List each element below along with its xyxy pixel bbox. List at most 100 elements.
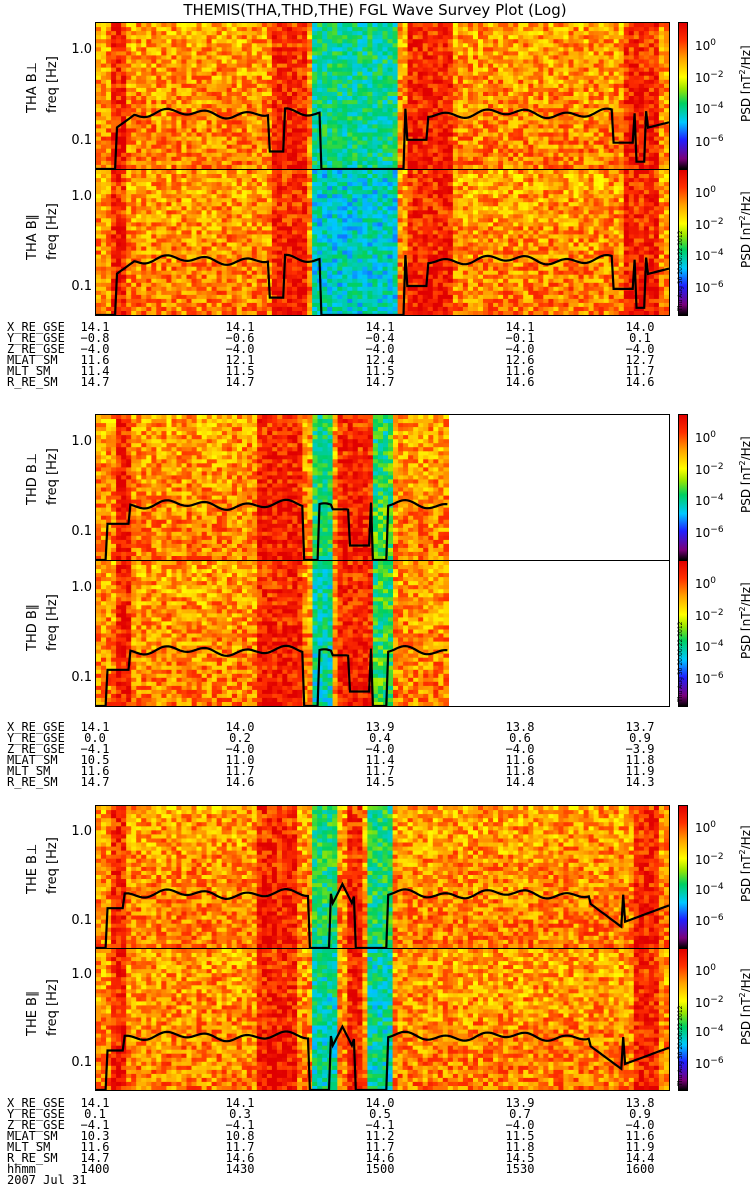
eph-value-thd-3-4: 11.8 <box>605 754 675 766</box>
colorbar-label-tha-perp: PSD [nT2/Hz] <box>738 45 750 122</box>
eph-value-the-3-1: 10.8 <box>205 1130 275 1142</box>
eph-value-tha-2-2: −4.0 <box>345 343 415 355</box>
eph-value-tha-3-3: 12.6 <box>485 354 555 366</box>
eph-value-the-4-3: 11.8 <box>485 1141 555 1153</box>
spectrogram-the-perp <box>95 805 670 949</box>
colorbar-label-the-par: PSD [nT2/Hz] <box>738 968 750 1045</box>
eph-value-thd-2-0: −4.1 <box>60 743 130 755</box>
ylabel-probe-thd-perp: THD B⊥ <box>25 452 40 504</box>
eph-value-the-2-4: −4.0 <box>605 1119 675 1131</box>
eph-value-tha-5-3: 14.6 <box>485 376 555 388</box>
eph-value-thd-0-1: 14.0 <box>205 721 275 733</box>
eph-value-the-3-4: 11.6 <box>605 1130 675 1142</box>
colorbar-the-perp <box>678 805 688 949</box>
eph-value-the-4-4: 11.9 <box>605 1141 675 1153</box>
ytick-the-perp-1: 0.1 <box>52 913 92 928</box>
colorbar-tick-thd-par-1: 10−2 <box>695 608 724 623</box>
eph-value-tha-3-0: 11.6 <box>60 354 130 366</box>
eph-value-tha-0-0: 14.1 <box>60 321 130 333</box>
eph-value-thd-4-1: 11.7 <box>205 765 275 777</box>
eph-value-thd-0-4: 13.7 <box>605 721 675 733</box>
eph-value-the-2-0: −4.1 <box>60 1119 130 1131</box>
eph-value-the-2-1: −4.1 <box>205 1119 275 1131</box>
ytick-the-par-0: 1.0 <box>52 967 92 982</box>
colorbar-tick-tha-par-3: 10−6 <box>695 280 724 295</box>
eph-label-tha-0: X_RE_GSE <box>7 321 65 333</box>
eph-label-the-3: MLAT_SM <box>7 1130 58 1142</box>
eph-value-the-5-2: 14.6 <box>345 1152 415 1164</box>
eph-value-the-0-3: 13.9 <box>485 1097 555 1109</box>
eph-value-thd-5-1: 14.6 <box>205 776 275 788</box>
eph-label-thd-0: X_RE_GSE <box>7 721 65 733</box>
colorbar-tick-thd-perp-2: 10−4 <box>695 493 724 508</box>
ytick-the-par-1: 0.1 <box>52 1055 92 1070</box>
eph-value-thd-2-2: −4.0 <box>345 743 415 755</box>
eph-value-the-4-2: 11.7 <box>345 1141 415 1153</box>
spectrogram-cells-thd-par <box>96 561 449 706</box>
eph-value-tha-2-3: −4.0 <box>485 343 555 355</box>
eph-value-tha-2-0: −4.0 <box>60 343 130 355</box>
colorbar-tick-the-par-2: 10−4 <box>695 1024 724 1039</box>
eph-value-the-1-4: 0.9 <box>605 1108 675 1120</box>
eph-value-thd-1-3: 0.6 <box>485 732 555 744</box>
ylabel-freq-thd-par: freq [Hz] <box>45 594 60 651</box>
eph-value-thd-5-3: 14.4 <box>485 776 555 788</box>
eph-label-tha-3: MLAT_SM <box>7 354 58 366</box>
frequency-curve-thd-perp <box>96 498 448 560</box>
time-tick-0: 1400 <box>60 1163 130 1175</box>
colorbar-label-thd-perp: PSD [nT2/Hz] <box>738 437 750 514</box>
eph-value-tha-1-4: 0.1 <box>605 332 675 344</box>
eph-value-thd-5-2: 14.5 <box>345 776 415 788</box>
eph-value-tha-3-1: 12.1 <box>205 354 275 366</box>
eph-value-tha-5-2: 14.7 <box>345 376 415 388</box>
frequency-curve-thd-par <box>96 644 448 706</box>
eph-value-the-0-0: 14.1 <box>60 1097 130 1109</box>
eph-label-thd-3: MLAT_SM <box>7 754 58 766</box>
ytick-tha-perp-0: 1.0 <box>52 42 92 57</box>
eph-label-the-0: X_RE_GSE <box>7 1097 65 1109</box>
eph-value-the-3-3: 11.5 <box>485 1130 555 1142</box>
eph-value-the-1-1: 0.3 <box>205 1108 275 1120</box>
timestamp-the-par: Thu Aug 30 20:00:22 2012 <box>677 1006 684 1086</box>
colorbar-tick-the-perp-2: 10−4 <box>695 882 724 897</box>
colorbar-the-par <box>678 948 688 1091</box>
colorbar-tick-the-perp-3: 10−6 <box>695 913 724 928</box>
colorbar-tick-the-par-0: 100 <box>695 963 716 978</box>
ytick-thd-par-0: 1.0 <box>52 580 92 595</box>
eph-value-thd-2-3: −4.0 <box>485 743 555 755</box>
eph-value-thd-0-0: 14.1 <box>60 721 130 733</box>
eph-label-the-4: MLT_SM <box>7 1141 50 1153</box>
eph-value-thd-3-2: 11.4 <box>345 754 415 766</box>
eph-value-the-5-4: 14.4 <box>605 1152 675 1164</box>
eph-value-the-4-0: 11.6 <box>60 1141 130 1153</box>
colorbar-tick-tha-perp-0: 100 <box>695 38 716 53</box>
time-tick-3: 1530 <box>485 1163 555 1175</box>
eph-value-tha-0-4: 14.0 <box>605 321 675 333</box>
frequency-curve-tha-par <box>96 253 669 315</box>
eph-value-thd-3-3: 11.6 <box>485 754 555 766</box>
eph-value-thd-1-1: 0.2 <box>205 732 275 744</box>
frequency-curve-the-perp <box>96 881 669 948</box>
colorbar-label-the-perp: PSD [nT2/Hz] <box>738 826 750 903</box>
eph-value-thd-2-1: −4.0 <box>205 743 275 755</box>
frequency-curve-the-par <box>96 1024 669 1090</box>
spectrogram-cells-thd-perp <box>96 415 449 560</box>
eph-value-thd-4-2: 11.7 <box>345 765 415 777</box>
eph-value-tha-4-2: 11.5 <box>345 365 415 377</box>
eph-value-the-3-0: 10.3 <box>60 1130 130 1142</box>
spectrogram-cells-the-par <box>96 949 669 1090</box>
ylabel-freq-tha-par: freq [Hz] <box>45 203 60 260</box>
eph-value-tha-4-4: 11.7 <box>605 365 675 377</box>
time-tick-1: 1430 <box>205 1163 275 1175</box>
ylabel-probe-tha-perp: THA B⊥ <box>25 62 40 113</box>
colorbar-tick-tha-perp-2: 10−4 <box>695 101 724 116</box>
eph-value-tha-2-4: −4.0 <box>605 343 675 355</box>
ylabel-probe-thd-par: THD B∥ <box>25 603 40 650</box>
eph-label-the-5: R_RE_SM <box>7 1152 58 1164</box>
ytick-thd-par-1: 0.1 <box>52 670 92 685</box>
eph-value-thd-0-3: 13.8 <box>485 721 555 733</box>
ylabel-probe-the-perp: THE B⊥ <box>25 843 40 893</box>
eph-value-tha-2-1: −4.0 <box>205 343 275 355</box>
eph-value-the-5-1: 14.6 <box>205 1152 275 1164</box>
colorbar-label-thd-par: PSD [nT2/Hz] <box>738 583 750 660</box>
